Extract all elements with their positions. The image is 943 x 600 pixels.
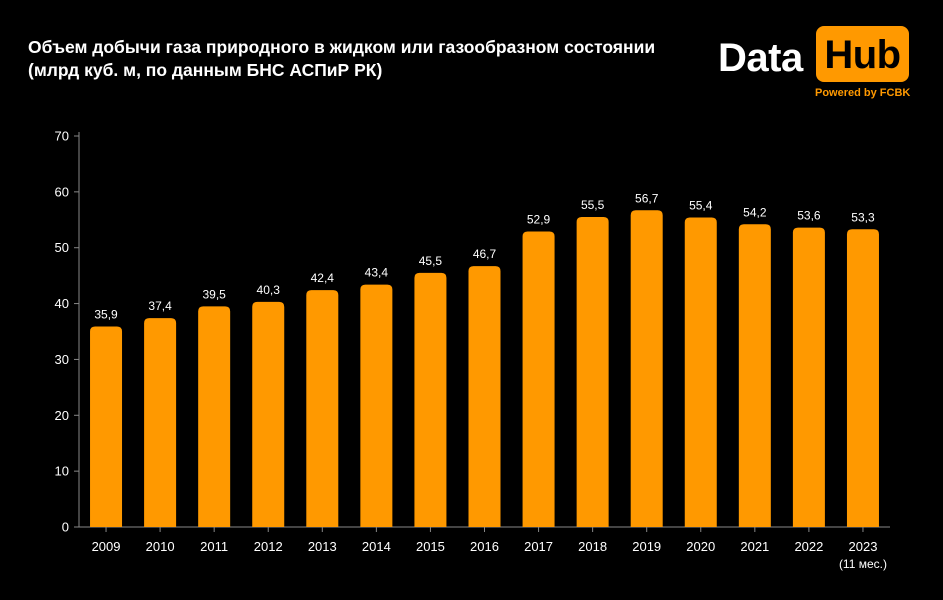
y-tick-label: 50: [55, 240, 69, 255]
bar-value-label: 39,5: [202, 287, 226, 301]
bar-value-label: 55,4: [689, 199, 713, 213]
bar-value-label: 53,3: [851, 210, 875, 224]
y-tick-label: 30: [55, 352, 69, 367]
bar: [306, 290, 339, 527]
x-tick-label: 2020: [686, 539, 715, 554]
x-tick-label: 2022: [794, 539, 823, 554]
x-tick-label: 2011: [200, 539, 228, 554]
bar: [468, 266, 501, 527]
bar: [846, 229, 879, 527]
bar: [576, 216, 609, 527]
bar: [252, 301, 285, 527]
bar: [90, 326, 123, 527]
bar: [684, 217, 717, 527]
x-tick-label: 2012: [254, 539, 283, 554]
x-tick-label: 2010: [146, 539, 175, 554]
y-tick-label: 70: [55, 129, 69, 144]
bar-value-label: 40,3: [257, 283, 281, 297]
logo-hub-badge: Hub: [816, 26, 909, 82]
x-tick-label: 2023: [849, 539, 878, 554]
x-tick-label: 2018: [578, 539, 607, 554]
y-tick-label: 0: [62, 520, 69, 535]
datahub-logo: Data Hub Powered by FCBK: [718, 26, 914, 106]
bar-value-label: 52,9: [527, 213, 551, 227]
bar: [738, 224, 771, 528]
x-tick-label: 2019: [632, 539, 661, 554]
bar: [630, 210, 663, 528]
x-tick-label: 2017: [524, 539, 553, 554]
x-tick-note: (11 мес.): [839, 557, 887, 571]
bar-value-label: 42,4: [311, 271, 335, 285]
bar: [198, 306, 231, 527]
bar-value-label: 37,4: [148, 299, 172, 313]
bar-value-label: 43,4: [365, 266, 389, 280]
bar: [792, 227, 825, 527]
chart-title-line1: Объем добычи газа природного в жидком ил…: [28, 37, 656, 57]
bar-value-label: 56,7: [635, 191, 659, 205]
y-tick-label: 20: [55, 408, 69, 423]
x-tick-label: 2014: [362, 539, 391, 554]
x-tick-label: 2015: [416, 539, 445, 554]
bar-value-label: 35,9: [94, 307, 118, 321]
bar-value-label: 45,5: [419, 254, 443, 268]
y-tick-label: 60: [55, 184, 69, 199]
logo-data-text: Data: [718, 36, 803, 80]
y-tick-label: 40: [55, 296, 69, 311]
bar-value-label: 55,5: [581, 198, 605, 212]
bar: [414, 272, 447, 527]
x-tick-label: 2009: [92, 539, 121, 554]
chart-title: Объем добычи газа природного в жидком ил…: [28, 36, 708, 82]
x-tick-label: 2021: [740, 539, 769, 554]
chart-title-line2: (млрд куб. м, по данным БНС АСПиР РК): [28, 60, 383, 80]
logo-powered-by: Powered by FCBK: [815, 87, 911, 99]
bar: [522, 231, 555, 527]
bar-value-label: 46,7: [473, 247, 497, 261]
x-tick-label: 2013: [308, 539, 337, 554]
bar: [144, 318, 177, 527]
bar-value-label: 54,2: [743, 205, 767, 219]
x-tick-label: 2016: [470, 539, 499, 554]
y-tick-label: 10: [55, 464, 69, 479]
bar-value-label: 53,6: [797, 209, 821, 223]
bar: [360, 284, 393, 527]
